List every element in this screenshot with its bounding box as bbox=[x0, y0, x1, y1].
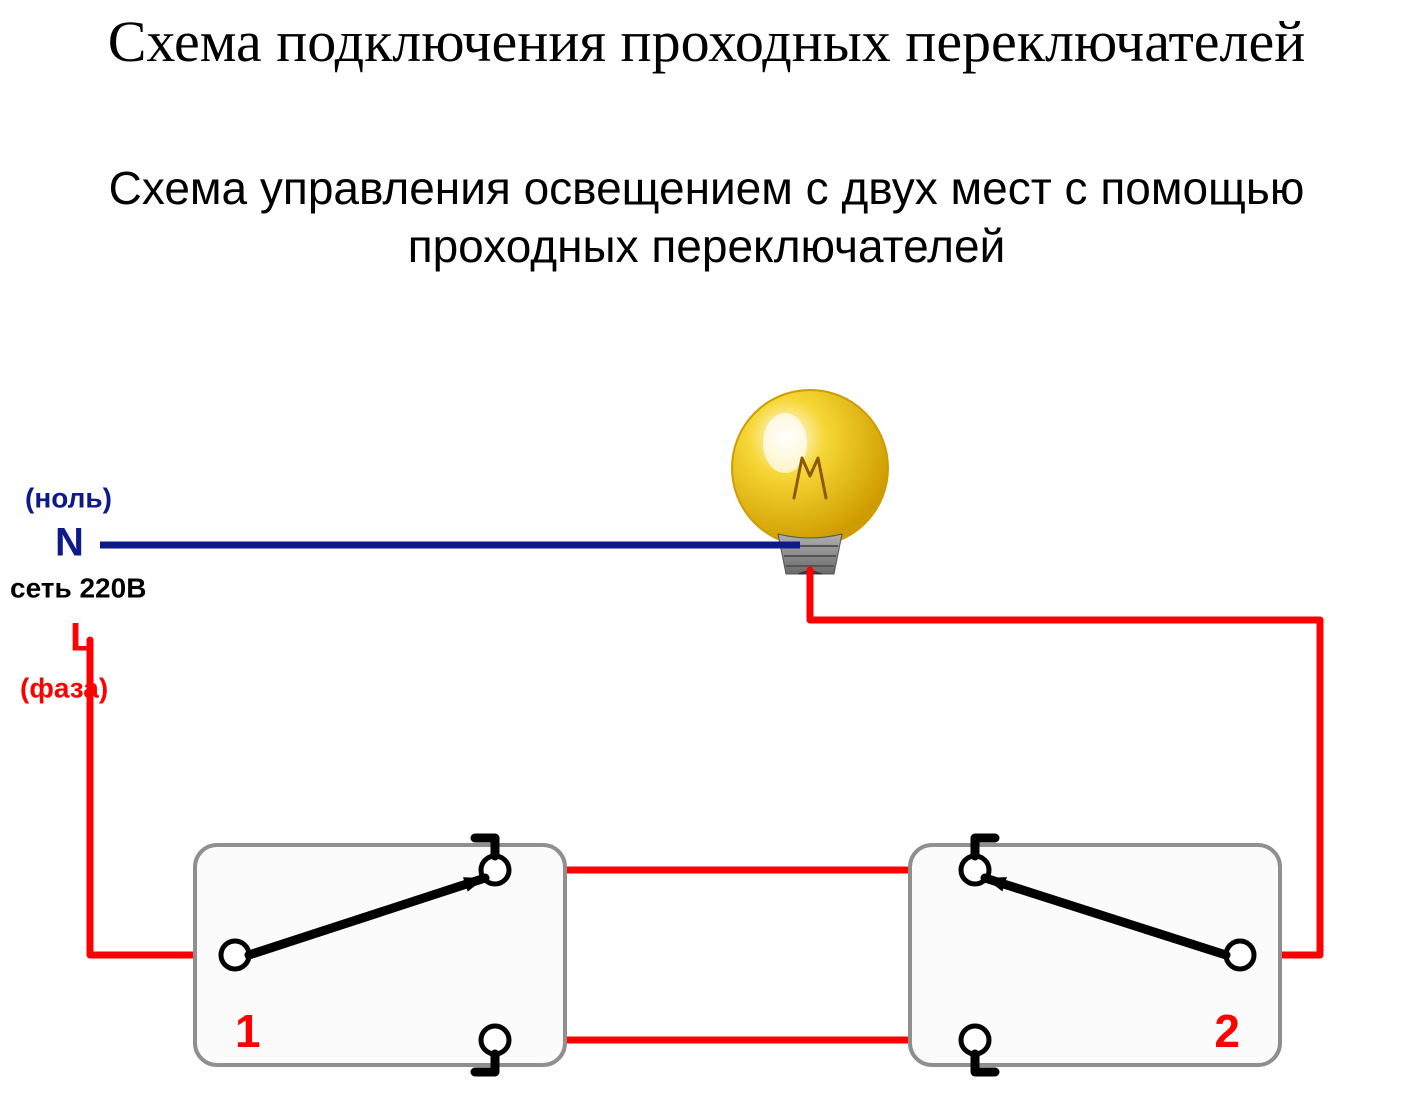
phase-word-label: (фаза) bbox=[20, 672, 108, 703]
page-root: Схема подключения проходных переключател… bbox=[0, 0, 1413, 1116]
phase-symbol-label: L bbox=[70, 616, 94, 660]
switch-label-2: 2 bbox=[1214, 1005, 1240, 1057]
switch-label-1: 1 bbox=[235, 1005, 261, 1057]
bulb-icon bbox=[732, 390, 888, 546]
mains-label: сеть 220В bbox=[10, 572, 146, 603]
neutral-word-label: (ноль) bbox=[25, 482, 112, 513]
wiring-diagram: 1 2 (ноль) Nсеть 220В L (фаза) bbox=[0, 0, 1413, 1116]
neutral-symbol-label: N bbox=[55, 521, 84, 565]
